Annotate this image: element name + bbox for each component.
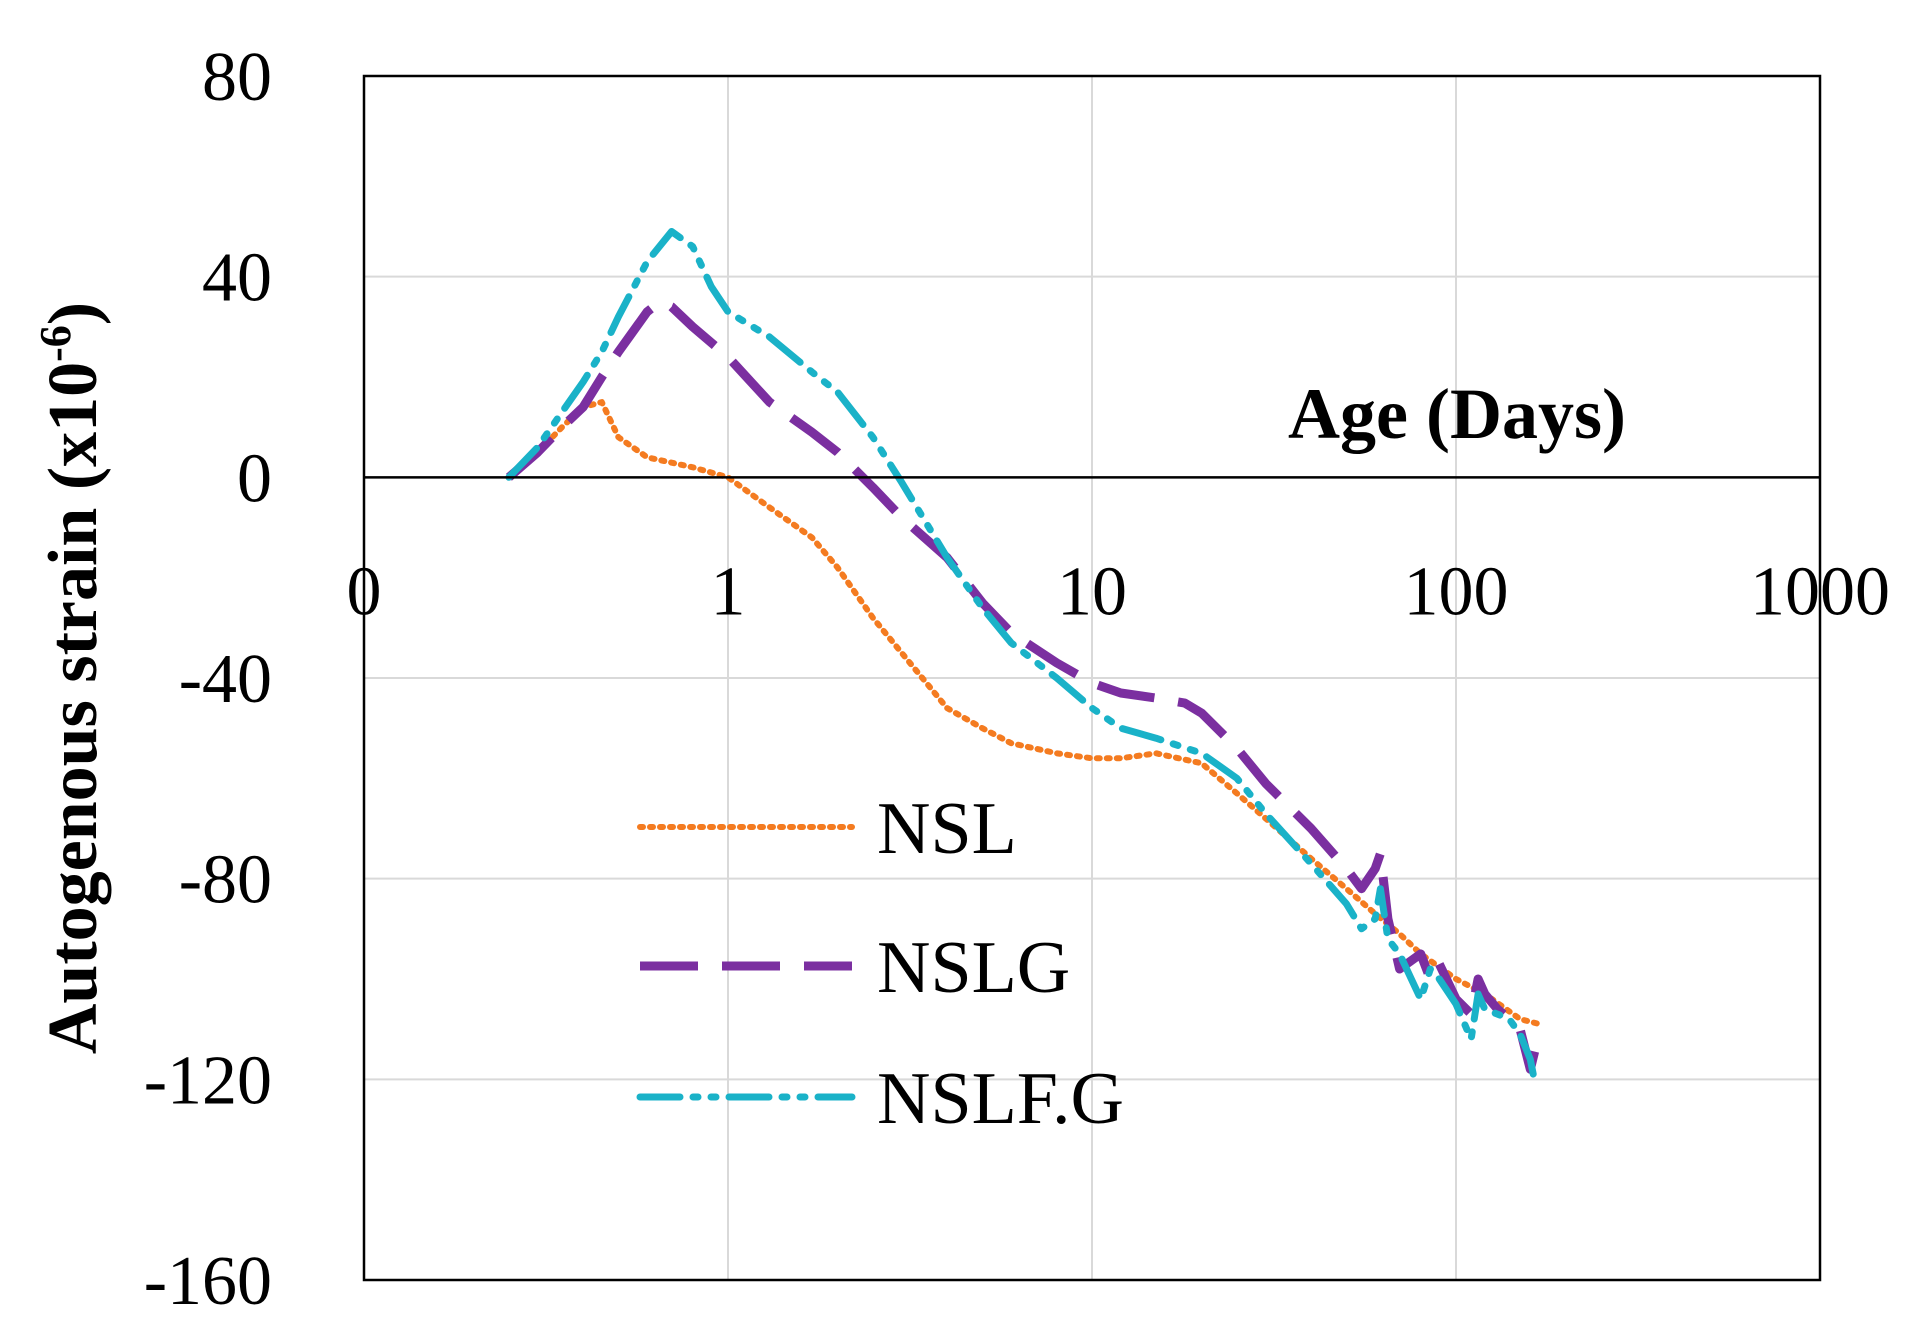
x-tick-label: 100	[1404, 553, 1509, 630]
series-layer	[505, 228, 1543, 1088]
x-axis-title: Age (Days)	[1288, 374, 1626, 454]
y-tick-label: -160	[144, 1243, 272, 1320]
y-tick-label: 80	[202, 39, 272, 116]
legend-item: NSLG	[640, 927, 1070, 1009]
legend-item: NSL	[637, 788, 1017, 870]
y-axis-title: Autogenous strain (x10-6)	[31, 302, 112, 1054]
legend: NSL NSLG NSLF.G	[636, 788, 1124, 1140]
legend-label: NSLG	[877, 927, 1070, 1009]
x-tick-label: 0	[347, 553, 382, 630]
y-tick-label: -120	[144, 1042, 272, 1119]
y-tick-label: -40	[179, 641, 272, 718]
y-axis-title-close: )	[35, 302, 112, 325]
legend-label: NSLF.G	[877, 1058, 1124, 1140]
y-tick-labels: 80 40 0 -40 -80 -120 -160	[144, 39, 272, 1320]
y-axis-title-main: Autogenous strain (x10	[35, 362, 112, 1054]
x-tick-label: 1	[711, 553, 746, 630]
y-tick-label: 0	[237, 440, 272, 517]
legend-label: NSL	[877, 788, 1017, 870]
legend-item: NSLF.G	[636, 1058, 1124, 1140]
series-line-nslg	[505, 297, 1540, 1074]
x-tick-labels: 0 1 10 100 1000	[347, 553, 1891, 630]
y-tick-label: 40	[202, 240, 272, 317]
x-tick-label: 1000	[1750, 553, 1890, 630]
y-axis-title-exponent: -6	[31, 325, 80, 362]
series-line-nslf-g	[505, 228, 1539, 1088]
plot-frame	[362, 74, 1822, 1282]
x-tick-label: 10	[1057, 553, 1127, 630]
y-tick-label: -80	[179, 842, 272, 919]
